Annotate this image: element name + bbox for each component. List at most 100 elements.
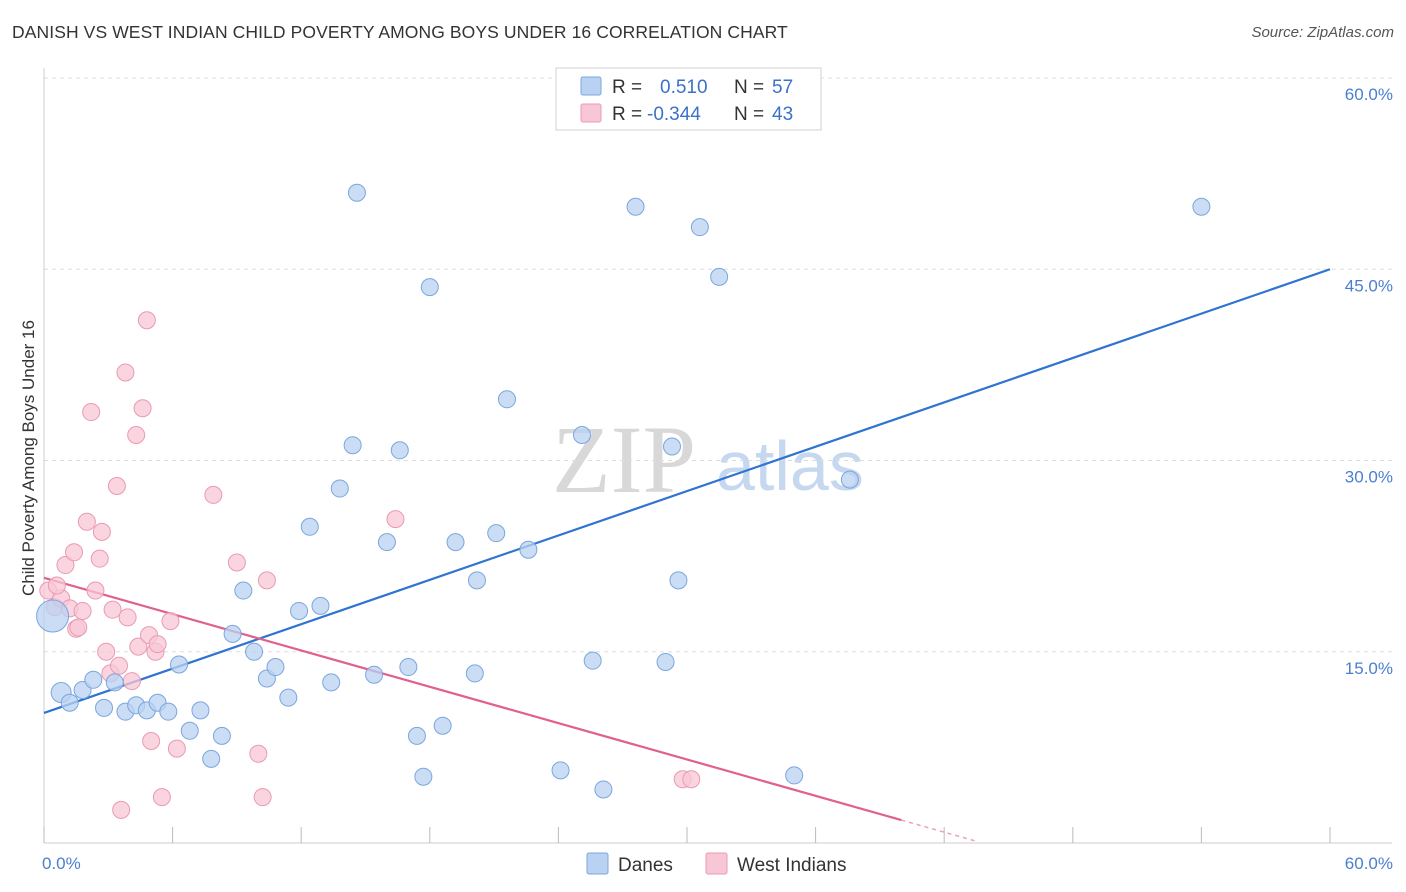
west-indians-point	[69, 618, 88, 637]
danes-point	[36, 599, 70, 633]
danes-point	[290, 601, 309, 620]
danes-point	[223, 624, 242, 643]
west-indians-point	[110, 656, 129, 675]
bottom-legend-wi-swatch	[705, 852, 728, 875]
danes-point	[669, 571, 688, 590]
west-indians-point	[227, 553, 246, 572]
danes-point	[467, 571, 486, 590]
danes-point	[465, 664, 484, 683]
west-indians-point	[118, 608, 137, 627]
watermark-atlas: atlas	[716, 427, 864, 505]
danes-point	[60, 693, 79, 712]
danes-point	[365, 665, 384, 684]
danes-point	[662, 437, 681, 456]
west-indians-point	[103, 600, 122, 619]
danes-point	[1192, 197, 1211, 216]
legend-wi-swatch	[580, 103, 602, 123]
west-indians-point	[122, 672, 141, 691]
danes-point	[497, 390, 516, 409]
west-indians-point	[56, 556, 75, 575]
danes-point	[551, 761, 570, 780]
danes-point	[420, 278, 439, 297]
west-indians-point	[107, 477, 126, 495]
west-indians-point	[161, 612, 180, 631]
west-indians-point	[133, 399, 152, 418]
danes-point	[407, 726, 426, 745]
west-indians-point	[682, 770, 701, 789]
y-axis-title: Child Poverty Among Boys Under 16	[19, 320, 38, 596]
danes-point	[487, 524, 506, 543]
danes-point	[583, 651, 602, 670]
west-indians-point	[253, 788, 272, 807]
danes-point	[234, 581, 253, 600]
danes-point	[710, 267, 729, 286]
danes-point	[377, 533, 396, 552]
danes-point	[347, 183, 366, 202]
data-points	[36, 183, 1211, 819]
danes-point	[330, 479, 349, 498]
danes-point	[191, 701, 210, 720]
west-indians-point	[86, 581, 105, 600]
west-indians-point	[77, 512, 96, 531]
west-indians-point	[142, 732, 161, 750]
danes-point	[690, 218, 709, 237]
legend-danes-swatch	[580, 76, 602, 96]
x-tick-label: 60.0%	[1345, 854, 1393, 873]
series-legend: Danes West Indians	[586, 852, 846, 876]
tick-labels: 15.0% 30.0% 45.0% 60.0% 0.0% 60.0%	[42, 85, 1393, 873]
danes-point	[202, 749, 221, 768]
west-indians-point	[257, 571, 276, 590]
correlation-legend: R = 0.510 N = 57 R = -0.344 N = 43	[555, 67, 822, 131]
danes-point	[311, 596, 330, 615]
west-indians-point	[167, 739, 186, 758]
danes-point	[300, 517, 319, 536]
danes-point	[656, 652, 675, 671]
danes-point	[572, 426, 591, 444]
danes-point	[343, 436, 362, 455]
west-indians-point	[82, 403, 101, 422]
west-indians-point	[386, 510, 405, 529]
trend-lines	[43, 268, 1331, 842]
legend-wi-r-value: -0.344	[647, 104, 701, 125]
west-indians-point	[249, 744, 268, 763]
legend-wi-r-label: R =	[612, 104, 642, 125]
danes-point	[245, 642, 264, 661]
west-indians-point	[127, 426, 146, 444]
west-indians-point	[116, 363, 135, 382]
west-indians-point	[112, 800, 131, 819]
west-indians-point	[47, 576, 66, 595]
west-indians-trend-extension	[901, 819, 977, 842]
y-tick-label: 30.0%	[1345, 468, 1393, 487]
legend-danes-r-label: R =	[612, 77, 642, 98]
danes-point	[840, 470, 859, 489]
watermark-zip: ZIP	[552, 406, 696, 513]
bottom-legend-wi-label: West Indians	[737, 855, 846, 876]
west-indians-point	[152, 788, 171, 807]
west-indians-trend-line	[43, 576, 902, 822]
axes	[43, 68, 1392, 844]
west-indians-point	[129, 637, 148, 656]
danes-point	[390, 441, 409, 460]
danes-point	[519, 540, 538, 559]
chart-title: DANISH VS WEST INDIAN CHILD POVERTY AMON…	[12, 22, 788, 42]
danes-point	[84, 670, 103, 689]
y-tick-label: 15.0%	[1345, 659, 1393, 678]
y-tick-label: 45.0%	[1345, 276, 1393, 295]
legend-wi-n-value: 43	[772, 104, 793, 125]
danes-point	[414, 767, 433, 786]
x-tick-label: 0.0%	[42, 854, 81, 873]
danes-point	[594, 780, 613, 799]
danes-point	[266, 658, 285, 677]
danes-point	[322, 673, 341, 692]
legend-danes-n-value: 57	[772, 77, 793, 98]
west-indians-point	[73, 601, 92, 620]
danes-point	[446, 533, 465, 552]
west-indians-point	[148, 635, 167, 654]
west-indians-point	[204, 485, 223, 504]
danes-point	[180, 721, 199, 740]
legend-danes-n-label: N =	[734, 77, 764, 98]
bottom-legend-danes-swatch	[586, 852, 609, 875]
legend-danes-r-value: 0.510	[660, 77, 708, 98]
danes-point	[279, 688, 298, 707]
